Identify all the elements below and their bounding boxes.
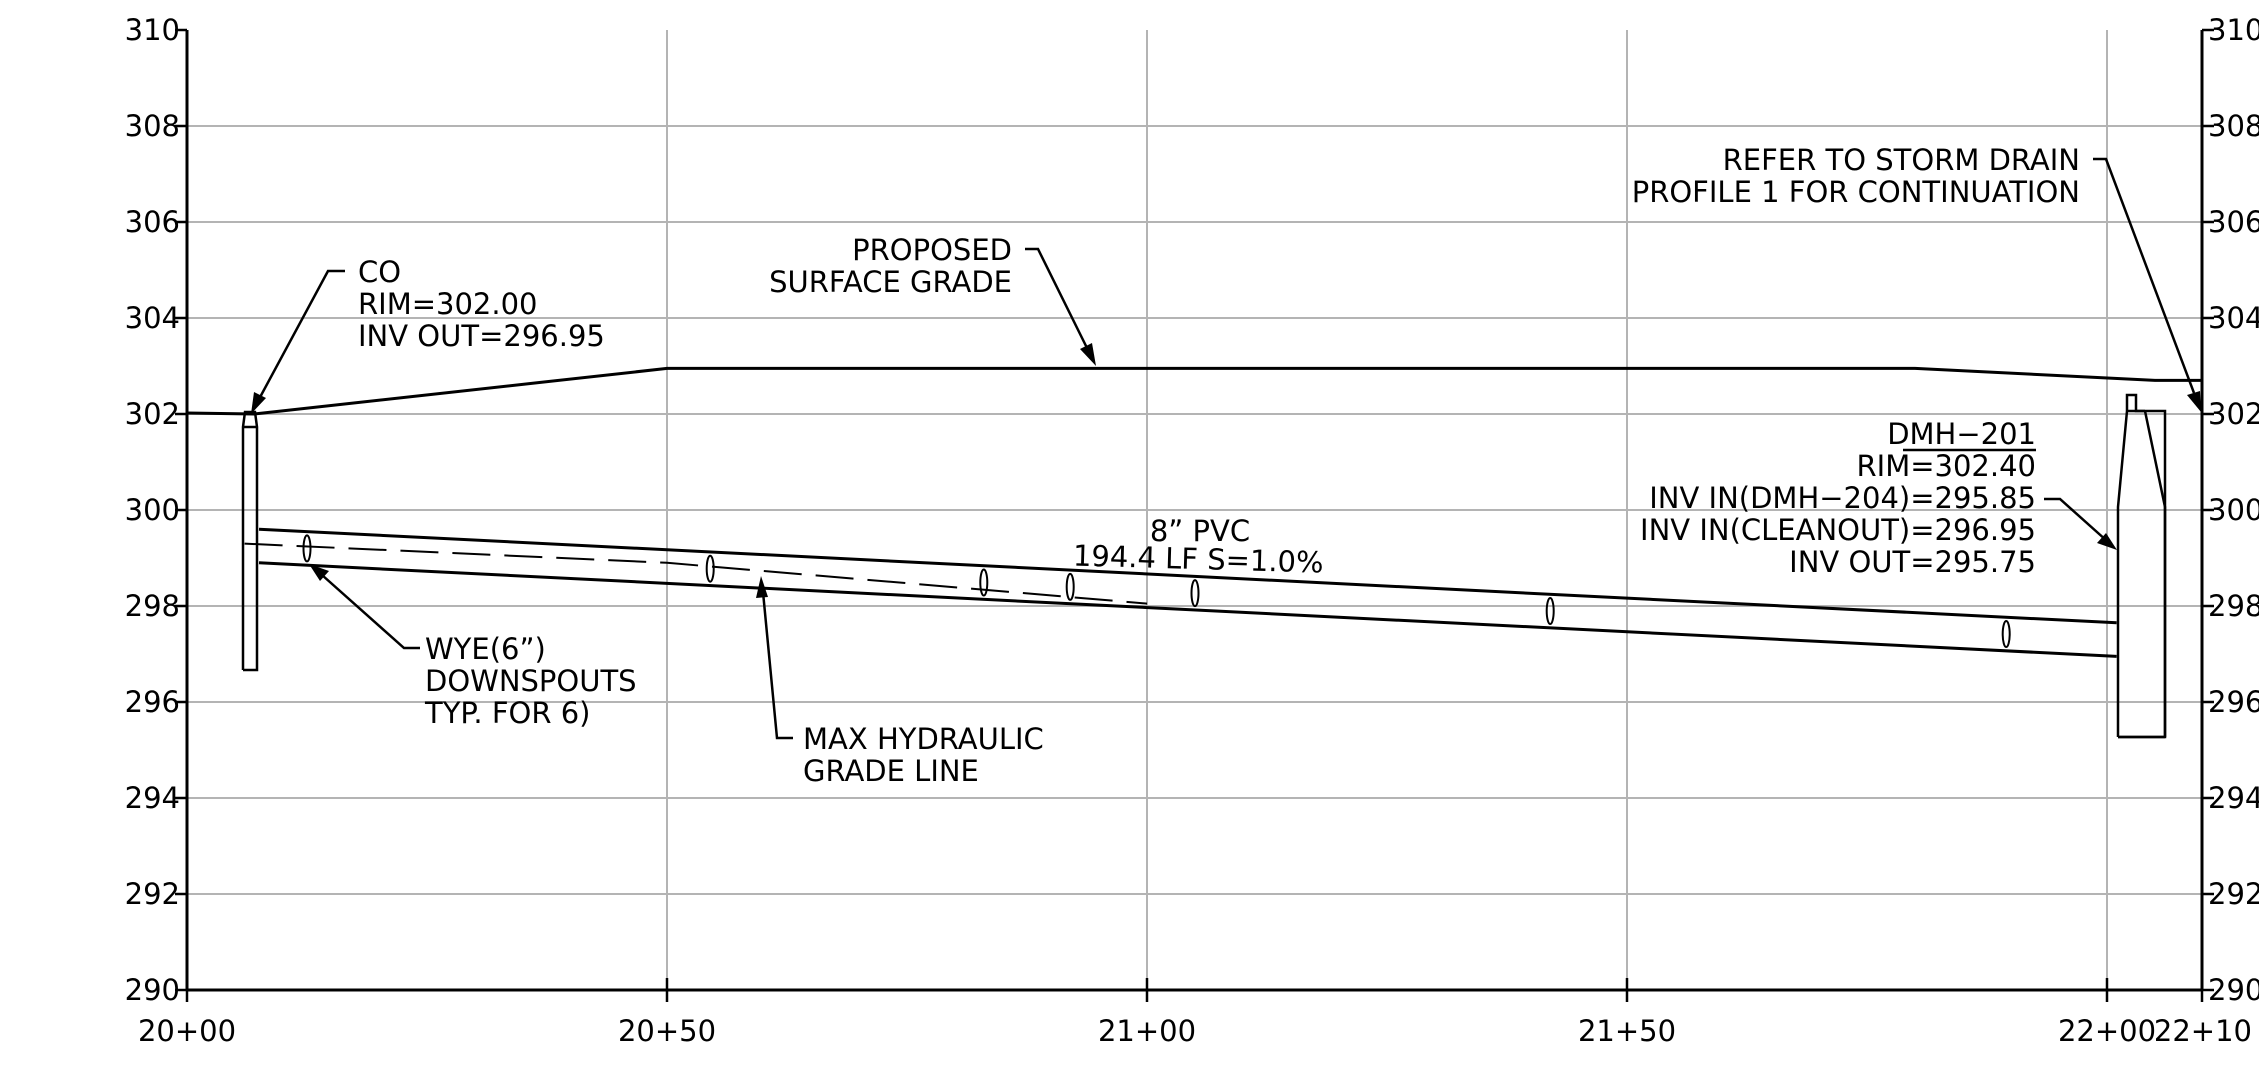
x-tick-label: 21+00 — [1098, 1014, 1196, 1048]
refer-label-line1: REFER TO STORM DRAIN — [1723, 143, 2080, 177]
cleanout-structure — [241, 410, 259, 672]
typ-label: TYP. FOR 6) — [424, 696, 590, 730]
dmh-inv-in-cleanout-label: INV IN(CLEANOUT)=296.95 — [1640, 513, 2036, 547]
wye-label: WYE(6”) — [425, 632, 546, 666]
dmh-inv-out-label: INV OUT=295.75 — [1789, 545, 2036, 579]
y-tick-label-left: 296 — [125, 685, 180, 719]
hgl-callout: MAX HYDRAULIC GRADE LINE — [756, 576, 1044, 788]
dmh-rim-label: RIM=302.40 — [1857, 449, 2037, 483]
dmh-callout: DMH−201 RIM=302.40 INV IN(DMH−204)=295.8… — [1640, 417, 2117, 579]
y-tick-label-right: 310 — [2208, 13, 2259, 47]
y-tick-label-left: 308 — [125, 109, 180, 143]
x-tick-label: 20+00 — [138, 1014, 236, 1048]
wye-markers — [302, 534, 2011, 649]
y-axis-left-labels: 310 308 306 304 302 300 298 296 294 292 … — [125, 13, 180, 1007]
dmh-inv-in-dmh-label: INV IN(DMH−204)=295.85 — [1649, 481, 2036, 515]
dmh-title: DMH−201 — [1887, 417, 2036, 451]
y-tick-label-left: 304 — [125, 301, 180, 335]
y-tick-label-right: 306 — [2208, 205, 2259, 239]
pipe-length-slope-label: 194.4 LF S=1.0% — [1073, 539, 1325, 580]
y-tick-label-left: 294 — [125, 781, 180, 815]
pipe-size-label: 8” PVC — [1150, 514, 1250, 548]
wye-marker — [1065, 572, 1075, 601]
pipe-invert-line — [258, 561, 2117, 658]
y-tick-label-right: 294 — [2208, 781, 2259, 815]
y-tick-label-right: 296 — [2208, 685, 2259, 719]
x-tick-label: 22+00 — [2058, 1014, 2156, 1048]
y-tick-label-right: 290 — [2208, 973, 2259, 1007]
y-tick-label-left: 302 — [125, 397, 180, 431]
axes-frame — [175, 28, 2214, 1002]
y-axis-right-labels: 310 308 306 304 302 300 298 296 294 292 … — [2208, 13, 2259, 1007]
wye-marker — [2001, 620, 2011, 649]
max-hydraulic-label: MAX HYDRAULIC — [803, 722, 1044, 756]
grade-line-label: GRADE LINE — [803, 754, 979, 788]
surface-grade-label: SURFACE GRADE — [769, 265, 1012, 299]
co-inv-label: INV OUT=296.95 — [358, 319, 605, 353]
y-tick-label-right: 292 — [2208, 877, 2259, 911]
x-tick-label: 22+10 — [2154, 1014, 2252, 1048]
y-tick-label-left: 298 — [125, 589, 180, 623]
wye-marker — [1190, 579, 1200, 608]
co-rim-label: RIM=302.00 — [358, 287, 538, 321]
refer-callout: REFER TO STORM DRAIN PROFILE 1 FOR CONTI… — [1632, 143, 2201, 412]
co-label: CO — [358, 255, 401, 289]
grid-horizontal — [187, 125, 2202, 895]
y-tick-label-left: 310 — [125, 13, 180, 47]
manhole-dmh-201 — [2116, 393, 2167, 739]
x-tick-label: 20+50 — [618, 1014, 716, 1048]
wye-marker — [979, 568, 989, 597]
wye-marker — [705, 554, 715, 583]
y-tick-label-left: 306 — [125, 205, 180, 239]
y-tick-label-right: 302 — [2208, 397, 2259, 431]
refer-label-line2: PROFILE 1 FOR CONTINUATION — [1632, 175, 2080, 209]
downspouts-label: DOWNSPOUTS — [425, 664, 637, 698]
y-tick-label-right: 308 — [2208, 109, 2259, 143]
pipe-callout: 8” PVC 194.4 LF S=1.0% — [1073, 514, 1325, 579]
wye-marker — [302, 534, 312, 563]
proposed-surface-grade-line — [186, 366, 2203, 416]
x-tick-label: 21+50 — [1578, 1014, 1676, 1048]
y-tick-label-left: 290 — [125, 973, 180, 1007]
y-tick-label-left: 292 — [125, 877, 180, 911]
wye-marker — [1545, 597, 1555, 626]
proposed-label: PROPOSED — [852, 233, 1012, 267]
cleanout-callout: CO RIM=302.00 INV OUT=296.95 — [251, 255, 605, 414]
y-tick-label-right: 300 — [2208, 493, 2259, 527]
x-axis-labels: 20+00 20+50 21+00 21+50 22+00 22+10 — [138, 1014, 2252, 1048]
y-tick-label-left: 300 — [125, 493, 180, 527]
wye-callout: WYE(6”) DOWNSPOUTS TYP. FOR 6) — [309, 564, 637, 730]
pipe-crown-line — [258, 527, 2117, 625]
y-tick-label-right: 304 — [2208, 301, 2259, 335]
proposed-grade-callout: PROPOSED SURFACE GRADE — [769, 233, 1096, 366]
y-tick-label-right: 298 — [2208, 589, 2259, 623]
